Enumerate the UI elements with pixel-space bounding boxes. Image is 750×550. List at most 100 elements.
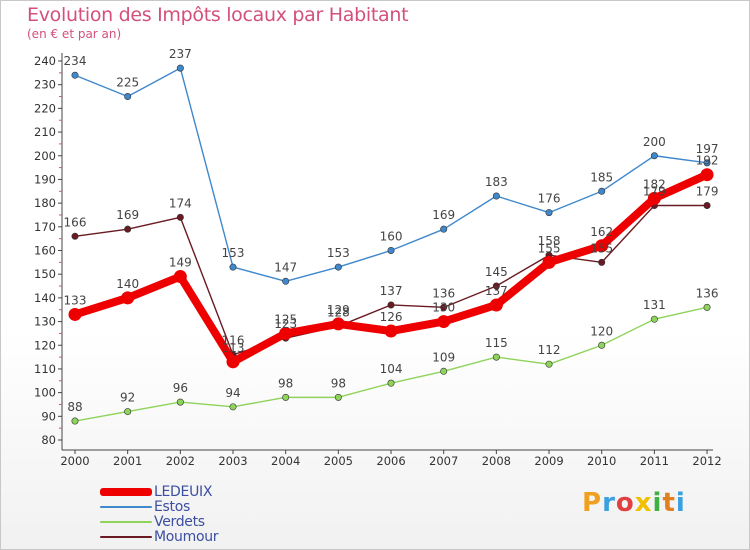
data-point-verdets: [229, 403, 237, 411]
legend-item-ledeuix: LEDEUIX: [100, 483, 218, 500]
logo-letter: x: [634, 488, 653, 518]
legend-item-estos: Estos: [100, 498, 218, 515]
x-tick-label: 2002: [166, 454, 195, 468]
data-label-moumour: 145: [485, 265, 508, 279]
legend-label: Estos: [154, 498, 190, 515]
data-point-estos: [387, 247, 395, 255]
data-label-ledeuix: 126: [380, 310, 403, 324]
data-label-ledeuix: 182: [643, 177, 666, 191]
data-label-verdets: 94: [225, 386, 240, 400]
data-label-ledeuix: 162: [590, 225, 613, 239]
data-label-verdets: 98: [278, 376, 293, 390]
data-point-estos: [440, 225, 448, 233]
data-label-estos: 153: [327, 246, 350, 260]
axes: 8090100110120130140150160170180190200210…: [34, 53, 722, 468]
data-label-verdets: 131: [643, 298, 666, 312]
logo-letter: i: [675, 488, 686, 518]
chart-title: Evolution des Impôts locaux par Habitant: [27, 4, 409, 26]
data-point-moumour: [176, 213, 184, 221]
data-label-verdets: 98: [331, 376, 346, 390]
data-point-ledeuix: [437, 315, 451, 329]
data-label-estos: 234: [64, 54, 87, 68]
x-tick-label: 2004: [271, 454, 300, 468]
data-label-estos: 160: [380, 230, 403, 244]
data-point-moumour: [124, 225, 132, 233]
data-label-estos: 176: [538, 192, 561, 206]
legend-swatch-ledeuix: [100, 487, 152, 496]
data-label-moumour: 136: [432, 286, 455, 300]
data-label-ledeuix: 140: [116, 277, 139, 291]
data-point-ledeuix: [68, 307, 82, 321]
legend-label: LEDEUIX: [154, 483, 213, 500]
series-lines: [68, 64, 714, 425]
x-tick-label: 2009: [534, 454, 563, 468]
data-point-ledeuix: [173, 270, 187, 284]
logo-letter: o: [615, 488, 635, 518]
x-tick-label: 2005: [324, 454, 353, 468]
x-tick-label: 2000: [60, 454, 89, 468]
data-point-estos: [124, 93, 132, 101]
data-label-estos: 169: [432, 208, 455, 222]
legend: LEDEUIX Estos Verdets Moumour: [100, 483, 219, 545]
data-point-estos: [176, 64, 184, 72]
data-point-verdets: [124, 408, 132, 416]
data-label-verdets: 92: [120, 391, 135, 405]
data-point-moumour: [440, 303, 448, 311]
data-label-ledeuix: 133: [64, 293, 87, 307]
data-label-estos: 225: [116, 76, 139, 90]
data-point-moumour: [387, 301, 395, 309]
data-label-verdets: 104: [380, 362, 403, 376]
chart-subtitle: (en € et par an): [27, 27, 122, 41]
y-tick-label: 140: [34, 291, 56, 305]
x-tick-label: 2006: [376, 454, 405, 468]
legend-swatch-verdets: [100, 520, 152, 523]
data-label-moumour: 174: [169, 196, 192, 210]
y-tick-label: 190: [34, 172, 56, 186]
data-point-ledeuix: [647, 191, 661, 205]
data-point-moumour: [703, 201, 711, 209]
data-point-ledeuix: [542, 255, 556, 269]
data-label-estos: 237: [169, 47, 192, 61]
data-point-estos: [334, 263, 342, 271]
data-label-ledeuix: 125: [274, 312, 297, 326]
data-label-moumour: 169: [116, 208, 139, 222]
data-label-ledeuix: 192: [696, 154, 719, 168]
data-point-verdets: [492, 353, 500, 361]
data-label-moumour: 137: [380, 284, 403, 298]
data-point-moumour: [598, 258, 606, 266]
legend-swatch-estos: [100, 505, 152, 508]
data-label-estos: 197: [696, 142, 719, 156]
data-point-estos: [703, 159, 711, 167]
x-tick-label: 2011: [640, 454, 669, 468]
data-point-estos: [71, 71, 79, 79]
data-label-moumour: 179: [696, 184, 719, 198]
data-point-verdets: [334, 393, 342, 401]
data-point-verdets: [387, 379, 395, 387]
data-label-moumour: 128: [327, 305, 350, 319]
legend-label: Verdets: [154, 513, 205, 530]
data-label-verdets: 88: [67, 400, 82, 414]
x-tick-label: 2007: [429, 454, 458, 468]
data-label-ledeuix: 113: [222, 341, 245, 355]
data-label-verdets: 109: [432, 350, 455, 364]
data-point-verdets: [650, 315, 658, 323]
data-point-ledeuix: [489, 298, 503, 312]
y-tick-label: 130: [34, 315, 56, 329]
data-label-ledeuix: 129: [327, 303, 350, 317]
data-label-moumour: 116: [222, 334, 245, 348]
data-point-verdets: [71, 417, 79, 425]
data-point-ledeuix: [226, 355, 240, 369]
data-point-ledeuix: [595, 239, 609, 253]
y-tick-label: 210: [34, 125, 56, 139]
y-tick-label: 120: [34, 338, 56, 352]
legend-swatch-moumour: [100, 535, 152, 538]
data-label-estos: 200: [643, 135, 666, 149]
y-tick-label: 150: [34, 267, 56, 281]
data-point-verdets: [598, 341, 606, 349]
data-label-verdets: 112: [538, 343, 561, 357]
data-label-moumour: 179: [643, 184, 666, 198]
data-point-moumour: [492, 282, 500, 290]
x-tick-label: 2010: [587, 454, 616, 468]
data-point-ledeuix: [331, 317, 345, 331]
